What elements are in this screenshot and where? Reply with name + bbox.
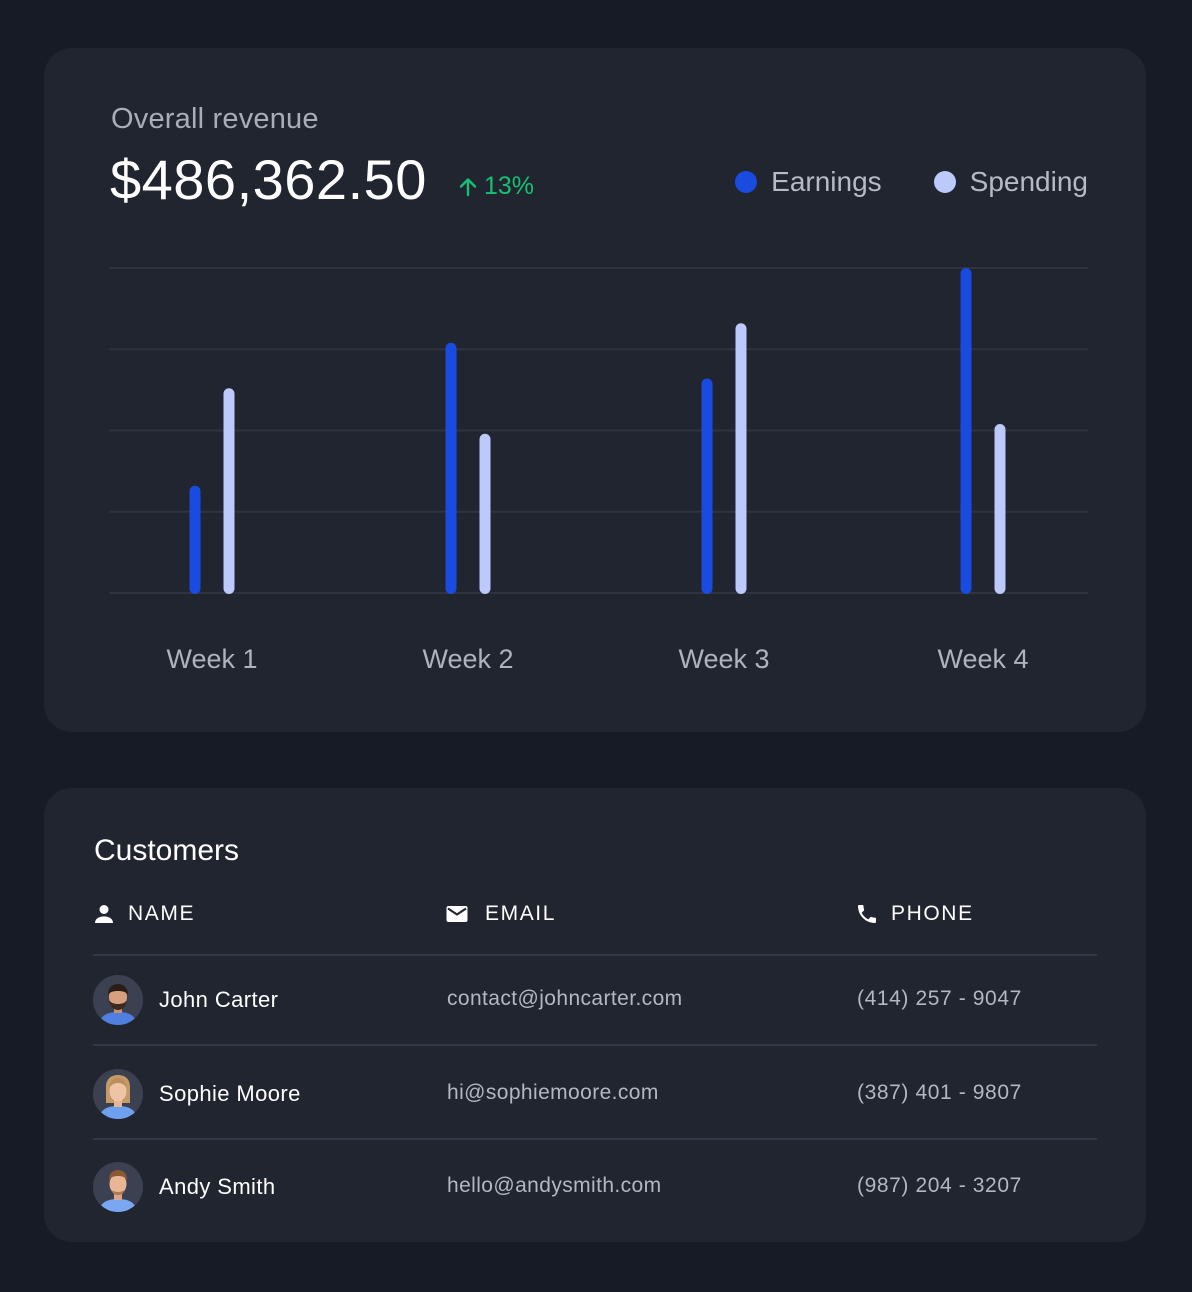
avatar <box>93 1069 143 1119</box>
bar-earnings-week-3[interactable] <box>701 378 713 595</box>
bar-spending-week-2[interactable] <box>479 433 491 594</box>
bar-spending-week-3[interactable] <box>735 323 747 594</box>
table-divider <box>93 1044 1097 1046</box>
table-row[interactable]: Sophie Moore hi@sophiemoore.com (387) 40… <box>93 1069 1097 1119</box>
legend-dot-earnings <box>735 171 758 193</box>
customer-phone: (414) 257 - 9047 <box>857 987 1022 1010</box>
revenue-bar-chart: Week 1 Week 2 Week 3 Week 4 <box>109 267 1088 674</box>
man-avatar-icon <box>93 975 143 1025</box>
man-avatar-icon <box>93 1162 143 1212</box>
user-icon <box>95 905 113 923</box>
bar-earnings-week-2[interactable] <box>445 342 457 594</box>
bar-earnings-week-1[interactable] <box>189 485 201 594</box>
revenue-change: 13% <box>456 172 534 201</box>
table-row[interactable]: John Carter contact@johncarter.com (414)… <box>93 975 1097 1025</box>
customer-phone: (987) 204 - 3207 <box>857 1174 1022 1197</box>
customer-name: Sophie Moore <box>159 1081 301 1106</box>
legend-label-spending: Spending <box>969 166 1088 197</box>
revenue-title: Overall revenue <box>111 103 319 135</box>
revenue-total: $486,362.50 <box>110 148 427 211</box>
column-header-email[interactable]: EMAIL <box>445 902 556 926</box>
woman-avatar-icon <box>93 1069 143 1119</box>
x-tick-label: Week 2 <box>422 644 513 674</box>
customer-name: John Carter <box>159 987 279 1012</box>
column-header-phone-label: PHONE <box>891 902 974 925</box>
bar-spending-week-4[interactable] <box>994 424 1006 594</box>
avatar <box>93 975 143 1025</box>
legend-item-earnings[interactable]: Earnings <box>735 166 882 198</box>
x-tick-label: Week 4 <box>937 644 1028 674</box>
legend-item-spending[interactable]: Spending <box>933 166 1088 198</box>
bar-earnings-week-4[interactable] <box>960 268 972 594</box>
column-header-name[interactable]: NAME <box>92 902 195 926</box>
arrow-up-icon <box>459 177 477 196</box>
x-tick-label: Week 3 <box>678 644 769 674</box>
mail-icon <box>446 906 468 922</box>
table-divider <box>93 1138 1097 1140</box>
revenue-card: Week 1 Week 2 Week 3 Week 4 Overall revenue… <box>44 48 1146 732</box>
column-header-phone[interactable]: PHONE <box>855 902 974 926</box>
table-row[interactable]: Andy Smith hello@andysmith.com (987) 204… <box>93 1162 1097 1212</box>
phone-icon <box>858 905 876 923</box>
customer-name: Andy Smith <box>159 1174 276 1199</box>
chart-legend: Earnings Spending <box>735 166 1088 198</box>
bar-spending-week-1[interactable] <box>223 388 235 594</box>
avatar <box>93 1162 143 1212</box>
customer-email[interactable]: contact@johncarter.com <box>447 987 683 1010</box>
legend-label-earnings: Earnings <box>771 166 882 197</box>
x-tick-label: Week 1 <box>166 644 257 674</box>
customer-email[interactable]: hello@andysmith.com <box>447 1174 662 1197</box>
revenue-change-value: 13% <box>484 172 535 200</box>
column-header-email-label: EMAIL <box>485 902 557 925</box>
table-divider <box>93 954 1097 956</box>
customers-card: Customers NAME EMAIL PHONE <box>44 788 1146 1242</box>
customers-title: Customers <box>94 834 240 867</box>
customer-phone: (387) 401 - 9807 <box>857 1081 1022 1104</box>
legend-dot-spending <box>933 171 956 193</box>
column-header-name-label: NAME <box>128 902 196 925</box>
customer-email[interactable]: hi@sophiemoore.com <box>447 1081 659 1104</box>
